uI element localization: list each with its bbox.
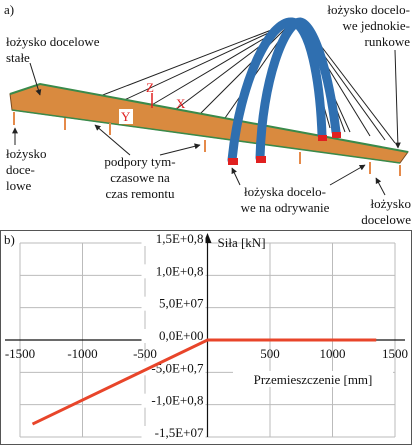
line-series	[31, 338, 377, 426]
annotation: podpory tym-czasowe na czas remontu	[104, 154, 175, 201]
bridge-model	[9, 17, 409, 176]
label-bg	[141, 329, 206, 343]
panel-label: a)	[4, 2, 14, 17]
x-tick-label: 1500	[382, 346, 408, 361]
x-tick-label: -500	[133, 346, 157, 361]
axis-letter: Z	[146, 80, 154, 95]
y-axis-title: Siła [kN]	[218, 235, 266, 250]
label-bg	[141, 296, 206, 311]
label-bg	[141, 426, 206, 440]
x-tick-label: -1500	[5, 346, 35, 361]
axis-letter: X	[176, 96, 186, 111]
x-tick-label: 500	[260, 346, 280, 361]
annotation: łożyska docelo-we na odrywanie	[241, 184, 330, 215]
y-tick-label: 1,0E+0,8	[156, 263, 204, 278]
annotation: łożysko docelo-we jednokie-runkowe	[327, 2, 410, 49]
y-tick-label: -1,5E+07	[155, 425, 204, 440]
chart: b) -1500 -1000 -500 500 1000 1500 -1,5E+07 -1,0…	[0, 230, 412, 445]
supports	[13, 112, 401, 176]
annotation: łożysko docelowe	[361, 196, 411, 227]
panel-label: b)	[4, 232, 15, 247]
label-bg	[141, 264, 206, 279]
axis-letter: Y	[121, 109, 131, 124]
y-tick-label: 0,0E+00	[159, 328, 204, 343]
label-bg	[141, 232, 206, 246]
label-bg	[233, 371, 393, 387]
y-tick-label: 5,0E+07	[159, 296, 204, 311]
x-tick-label: -1000	[67, 346, 97, 361]
y-tick-label: 1,5E+0,8	[156, 231, 204, 246]
x-axis-title: Przemieszczenie [mm]	[254, 372, 373, 387]
pylons	[227, 17, 341, 165]
bearings	[228, 132, 341, 165]
annotation: łożysko doce-lowe	[6, 146, 46, 193]
y-tick-label: -5,0E+0,7	[151, 360, 204, 375]
x-tick-label: 1000	[320, 346, 346, 361]
label-bg	[141, 393, 206, 408]
annotation: łożysko docelowe stałe	[6, 34, 100, 65]
annotation-lines	[12, 49, 401, 196]
y-tick-label: -1,0E+0,8	[151, 393, 203, 408]
